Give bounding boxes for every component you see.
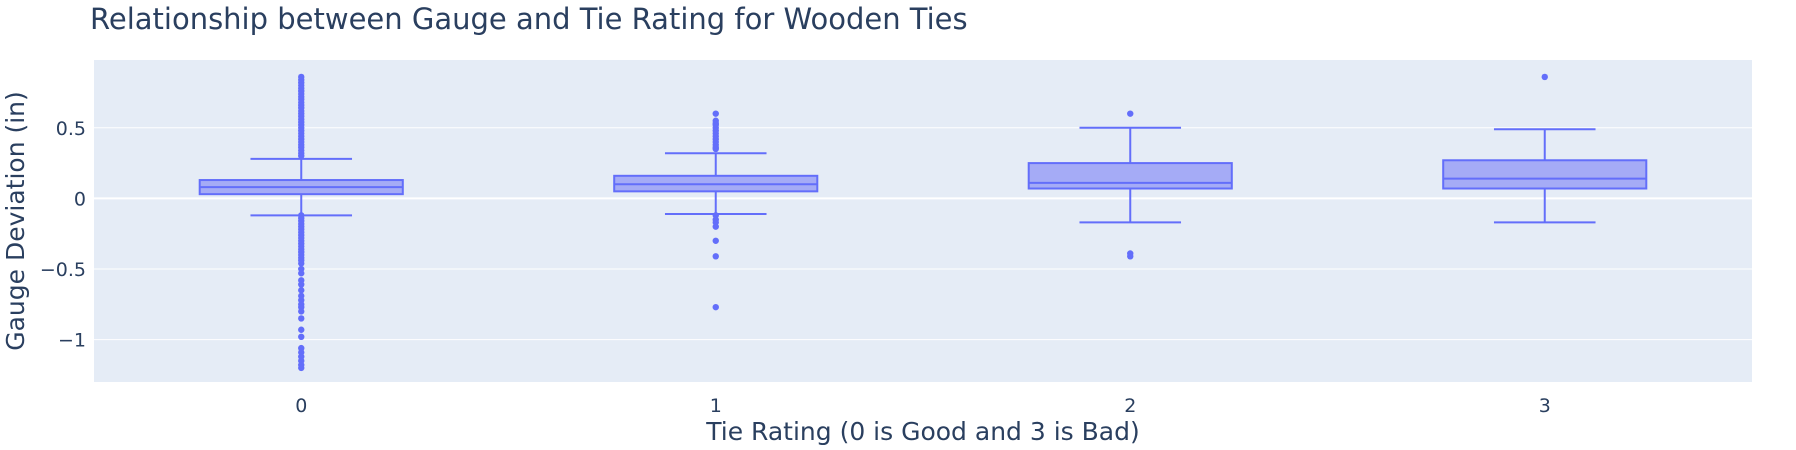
outlier-point — [298, 287, 305, 294]
interquartile-box — [1027, 162, 1233, 190]
outlier-point — [298, 326, 305, 333]
outlier-point — [712, 253, 719, 260]
box-2 — [1027, 110, 1233, 260]
grid-lines — [94, 127, 1752, 341]
outlier-point — [712, 223, 719, 230]
outlier-point — [1127, 253, 1134, 260]
x-tick-label: 3 — [1539, 395, 1551, 417]
outlier-point — [712, 145, 719, 153]
outlier-point — [298, 364, 305, 372]
outlier-point — [712, 110, 719, 117]
x-axis-title: Tie Rating (0 is Good and 3 is Bad) — [705, 417, 1139, 446]
box-0 — [198, 73, 404, 372]
x-tick-label: 1 — [710, 395, 722, 417]
outlier-point — [298, 281, 305, 288]
x-axis-ticks: 0 1 2 3 — [295, 395, 1551, 417]
x-tick-label: 0 — [295, 395, 307, 417]
outlier-point — [298, 260, 305, 267]
y-tick-label: 0.5 — [56, 118, 86, 140]
y-tick-label: −0.5 — [40, 259, 86, 281]
box-1 — [613, 110, 819, 311]
y-tick-label: 0 — [74, 188, 86, 210]
interquartile-box — [1442, 159, 1648, 190]
y-axis-title: Gauge Deviation (in) — [1, 91, 30, 351]
outlier-point — [1541, 73, 1548, 81]
plot-area — [94, 60, 1752, 382]
box-3 — [1442, 73, 1648, 224]
outlier-point — [298, 315, 305, 322]
x-tick-label: 2 — [1124, 395, 1136, 417]
outlier-point — [298, 333, 305, 341]
outlier-point — [712, 303, 719, 311]
chart-title: Relationship between Gauge and Tie Ratin… — [90, 2, 968, 36]
outlier-point — [298, 152, 305, 160]
outlier-point — [712, 237, 719, 244]
y-tick-label: −1 — [58, 330, 86, 352]
outlier-point — [298, 308, 305, 315]
outlier-point — [1127, 110, 1134, 117]
box-series — [198, 73, 1648, 372]
y-axis-ticks: 0.5 0 −0.5 −1 — [40, 118, 86, 352]
outlier-point — [298, 270, 305, 277]
